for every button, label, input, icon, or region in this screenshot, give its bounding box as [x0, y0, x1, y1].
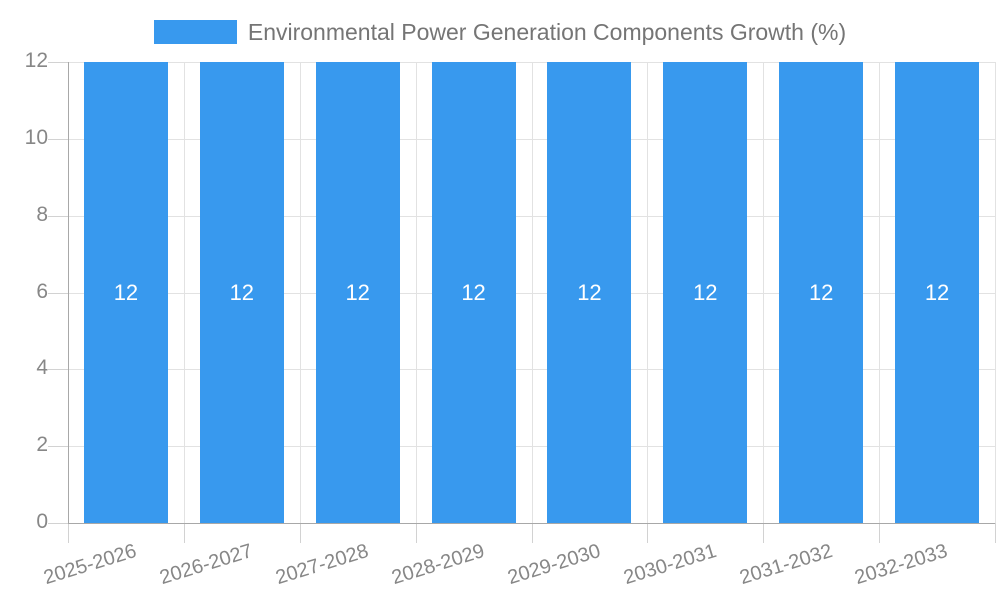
y-axis-tick-label: 8 [36, 202, 48, 226]
x-tick-mark [183, 523, 185, 543]
x-tick-mark [415, 523, 417, 543]
x-axis-tick-label: 2025-2026 [41, 540, 140, 590]
y-axis-tick-label: 4 [36, 356, 48, 380]
x-tick-mark [68, 523, 69, 543]
x-tick-mark [763, 523, 765, 543]
bar: 12 [431, 62, 516, 523]
legend-swatch-icon [153, 20, 237, 44]
x-gridline [647, 62, 649, 523]
bar: 12 [199, 62, 284, 523]
x-axis-tick-label: 2026-2027 [157, 540, 256, 590]
y-axis-tick-label: 12 [24, 49, 48, 73]
y-tick-mark [48, 215, 68, 217]
bar: 12 [895, 62, 980, 523]
y-axis-tick-label: 2 [36, 433, 48, 457]
x-gridline [995, 62, 996, 523]
x-tick-mark [879, 523, 881, 543]
bar-value-label: 12 [229, 279, 255, 305]
x-gridline [879, 62, 881, 523]
bar: 12 [83, 62, 168, 523]
x-gridline [415, 62, 417, 523]
x-gridline [183, 62, 185, 523]
x-gridline [299, 62, 301, 523]
bar-value-label: 12 [924, 279, 950, 305]
y-tick-mark [48, 446, 68, 448]
y-tick-mark [48, 523, 68, 524]
x-axis-tick-label: 2032-2033 [852, 540, 951, 590]
bar: 12 [779, 62, 864, 523]
y-axis-tick-label: 0 [36, 510, 48, 534]
y-tick-mark [48, 292, 68, 294]
x-gridline [763, 62, 765, 523]
x-tick-mark [995, 523, 996, 543]
x-axis-tick-label: 2028-2029 [389, 540, 487, 590]
x-tick-mark [647, 523, 649, 543]
y-axis-tick-label: 10 [24, 125, 48, 149]
y-tick-mark [48, 369, 68, 371]
y-tick-mark [48, 138, 68, 140]
x-tick-mark [299, 523, 301, 543]
chart-title: Environmental Power Generation Component… [247, 19, 847, 45]
y-axis-tick-label: 6 [36, 279, 48, 303]
x-axis-tick-label: 2031-2032 [736, 540, 835, 590]
x-axis-tick-label: 2030-2031 [620, 540, 719, 590]
bar: 12 [315, 62, 400, 523]
x-axis-line [68, 523, 995, 524]
x-tick-mark [531, 523, 533, 543]
chart-legend[interactable]: Environmental Power Generation Component… [0, 18, 1000, 46]
bar: 12 [547, 62, 632, 523]
bar-value-label: 12 [577, 279, 602, 305]
bar-value-label: 12 [461, 279, 486, 305]
y-tick-mark [48, 62, 68, 63]
bar-value-label: 12 [113, 279, 139, 305]
bar-value-label: 12 [693, 279, 718, 305]
bar-value-label: 12 [808, 279, 834, 305]
x-axis-tick-label: 2027-2028 [273, 540, 372, 590]
x-gridline [531, 62, 533, 523]
x-axis-tick-label: 2029-2030 [504, 540, 603, 590]
y-axis-line [68, 62, 69, 523]
bar-value-label: 12 [345, 279, 370, 305]
bar: 12 [663, 62, 748, 523]
